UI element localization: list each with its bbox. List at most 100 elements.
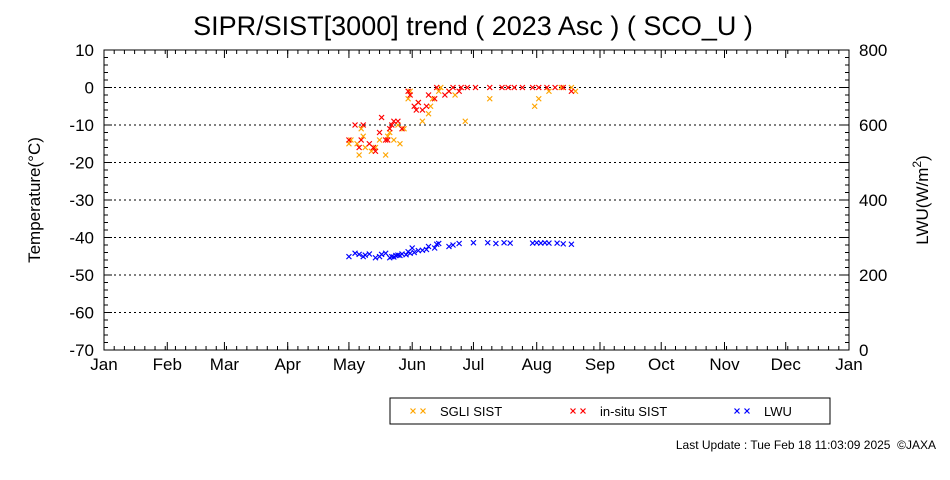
lwu-point	[470, 239, 477, 246]
y2-tick-label: 200	[859, 266, 887, 285]
in-situ-sist-point	[413, 107, 420, 113]
legend-box	[389, 397, 831, 425]
x-tick-label: Jul	[463, 355, 485, 374]
in-situ-sist-point	[519, 84, 526, 91]
lwu-point	[394, 252, 401, 259]
y2-axis-label: LWU(W/m2)	[910, 155, 932, 244]
x-tick-label: Feb	[153, 355, 182, 374]
sgli-sist-point	[535, 95, 542, 102]
in-situ-sist-point	[370, 144, 377, 151]
in-situ-sist-point	[423, 103, 430, 110]
copyright-text: ©JAXA	[897, 438, 936, 452]
in-situ-sist-point	[552, 84, 559, 91]
lwu-point	[356, 251, 363, 258]
lwu-point	[501, 239, 507, 246]
in-situ-sist-point	[358, 137, 365, 143]
lwu-point	[388, 253, 395, 260]
data-points	[346, 84, 579, 261]
sgli-sist-point	[382, 152, 389, 158]
sgli-sist-point	[531, 103, 538, 110]
in-situ-sist-point	[399, 125, 405, 132]
y2-axis-label-end: )	[913, 155, 932, 161]
last-update-text: Last Update : Tue Feb 18 11:03:09 2025	[675, 438, 891, 452]
in-situ-sist-point	[431, 95, 438, 102]
lwu-point	[450, 242, 456, 248]
x-tick-label: Aug	[522, 355, 552, 374]
y2-axis-label-sup: 2	[910, 161, 924, 168]
in-situ-sist-point	[472, 84, 479, 91]
lwu-point	[492, 240, 499, 247]
lwu-point	[409, 245, 416, 251]
in-situ-sist-point	[378, 114, 385, 121]
x-tick-label: Jan	[90, 355, 117, 374]
lwu-point	[382, 250, 389, 257]
sgli-sist-point	[486, 95, 493, 102]
in-situ-sist-point	[486, 84, 493, 91]
in-situ-sist-point	[386, 125, 393, 132]
lwu-point	[425, 243, 432, 250]
legend-marker	[734, 408, 740, 414]
x-tick-label: Sep	[585, 355, 615, 374]
in-situ-sist-point	[405, 88, 412, 95]
in-situ-sist-point	[425, 92, 432, 98]
lwu-point	[378, 251, 385, 258]
y2-tick-label: 600	[859, 116, 887, 135]
in-situ-sist-point	[511, 84, 518, 91]
lwu-point	[446, 243, 452, 250]
y2-tick-labels: 800 600 400 200 0	[859, 41, 887, 360]
in-situ-sist-point	[388, 122, 395, 128]
legend-marker	[580, 408, 586, 414]
x-tick-label: May	[333, 355, 366, 374]
lwu-point	[403, 251, 410, 258]
legend-item-sgli-sist: SGLI SIST	[410, 404, 502, 419]
legend-label: SGLI SIST	[440, 404, 502, 419]
sgli-sist-point	[356, 152, 363, 158]
sgli-sist-point	[390, 137, 397, 143]
lwu-point	[435, 240, 442, 247]
in-situ-sist-point	[464, 84, 471, 91]
y-tick-label: -40	[69, 229, 94, 248]
in-situ-sist-point	[543, 84, 550, 91]
y-tick-label: -50	[69, 266, 94, 285]
sgli-sist-point	[397, 140, 403, 147]
in-situ-sist-point	[407, 92, 414, 98]
grid-lines	[104, 87, 849, 313]
in-situ-sist-point	[356, 144, 363, 151]
sgli-sist-point	[425, 110, 432, 117]
x-tick-label: Jun	[398, 355, 425, 374]
x-tick-label: Dec	[771, 355, 802, 374]
sgli-sist-point	[405, 95, 412, 102]
lwu-point	[362, 252, 369, 259]
sgli-sist-point	[435, 88, 442, 95]
in-situ-sist-point	[394, 118, 401, 125]
lwu-point	[352, 250, 358, 257]
y2-tick-label: 800	[859, 41, 887, 60]
in-situ-sist-point	[458, 84, 465, 91]
lwu-point	[423, 246, 430, 253]
y-tick-label: 10	[75, 41, 94, 60]
lwu-point	[366, 251, 373, 257]
lwu-point	[560, 240, 567, 247]
y-tick-label: -10	[69, 116, 94, 135]
in-situ-sist-point	[352, 122, 358, 128]
sgli-sist-point	[376, 137, 383, 143]
lwu-point	[507, 240, 514, 247]
y-tick-label: 0	[85, 79, 94, 98]
in-situ-sist-point	[384, 137, 391, 143]
lwu-point	[568, 241, 575, 248]
y-tick-label: -70	[69, 341, 94, 360]
footer: Last Update : Tue Feb 18 11:03:09 2025 ©…	[676, 438, 936, 452]
chart-title: SIPR/SIST[3000] trend ( 2023 Asc ) ( SCO…	[193, 11, 753, 41]
sgli-sist-point	[419, 118, 426, 125]
legend-marker	[420, 408, 426, 414]
in-situ-sist-point	[568, 88, 575, 95]
lwu-point	[411, 249, 418, 256]
y-tick-label: -30	[69, 191, 94, 210]
y-tick-label: -60	[69, 304, 94, 323]
sgli-sist-point	[546, 88, 552, 95]
in-situ-sist-point	[529, 84, 536, 91]
in-situ-sist-point	[456, 88, 463, 95]
y2-axis-label-base: LWU(W/m	[913, 168, 932, 245]
legend: SGLI SIST in-situ SIST LWU	[389, 397, 831, 425]
